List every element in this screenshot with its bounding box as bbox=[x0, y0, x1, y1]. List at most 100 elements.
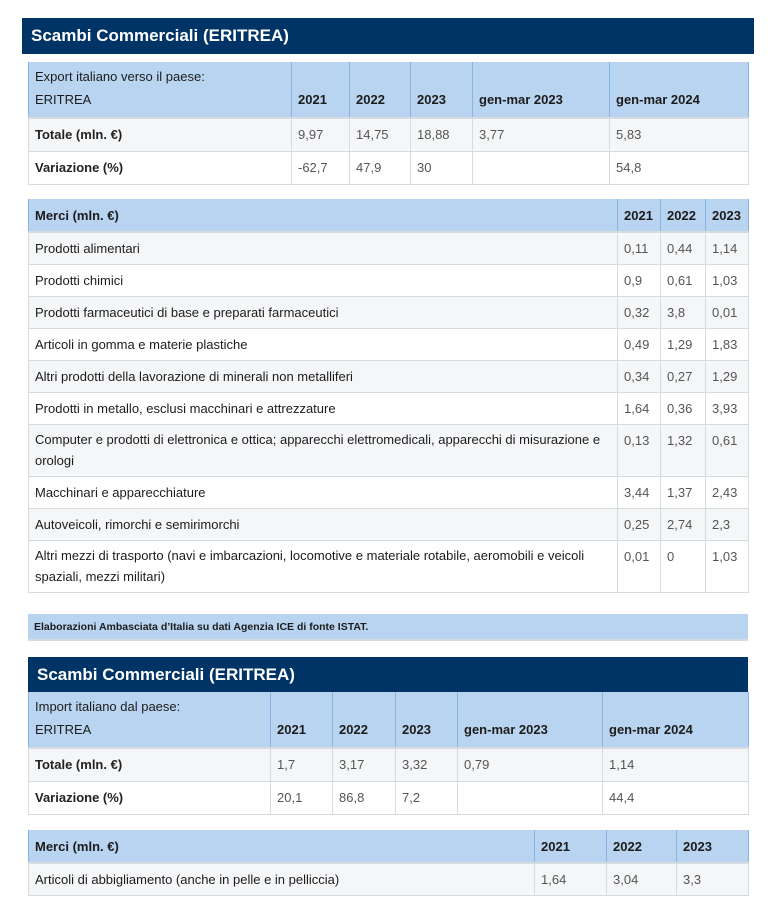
cell-value: 3,32 bbox=[395, 747, 458, 782]
column-header: 2023 bbox=[395, 692, 458, 748]
column-header: 2021 bbox=[291, 62, 350, 118]
row-label: Variazione (%) bbox=[28, 150, 292, 185]
cell-value: 2,74 bbox=[660, 507, 706, 541]
cell-value: 0,9 bbox=[617, 263, 661, 297]
cell-value: 3,44 bbox=[617, 475, 661, 509]
cell-value: 20,1 bbox=[270, 780, 333, 815]
import-summary-table: Import italiano dal paese: ERITREA 2021 20… bbox=[28, 692, 749, 815]
table-row: Autoveicoli, rimorchi e semirimorchi 0,25… bbox=[28, 507, 749, 541]
cell-value: 2,3 bbox=[705, 507, 749, 541]
cell-value: 1,03 bbox=[705, 539, 749, 593]
cell-value: -62,7 bbox=[291, 150, 350, 185]
cell-value: 1,83 bbox=[705, 327, 749, 361]
export-section-title: Scambi Commerciali (ERITREA) bbox=[22, 18, 754, 54]
cell-value: 0,61 bbox=[705, 423, 749, 477]
cell-value: 54,8 bbox=[609, 150, 749, 185]
cell-value: 1,7 bbox=[270, 747, 333, 782]
cell-value: 1,29 bbox=[705, 359, 749, 393]
cell-value: 47,9 bbox=[349, 150, 411, 185]
row-label: Computer e prodotti di elettronica e ott… bbox=[28, 423, 618, 477]
table-row: Computer e prodotti di elettronica e ott… bbox=[28, 423, 749, 477]
column-header: 2022 bbox=[660, 199, 706, 232]
table-row: Altri prodotti della lavorazione di mine… bbox=[28, 359, 749, 393]
row-label: Prodotti in metallo, esclusi macchinari … bbox=[28, 391, 618, 425]
row-label: Altri prodotti della lavorazione di mine… bbox=[28, 359, 618, 393]
table-row: Totale (mln. €) 1,7 3,17 3,32 0,79 1,14 bbox=[28, 747, 749, 782]
cell-value: 0,01 bbox=[705, 295, 749, 329]
row-label: Articoli di abbigliamento (anche in pell… bbox=[28, 862, 535, 896]
cell-value: 86,8 bbox=[332, 780, 396, 815]
table-row: Variazione (%) 20,1 86,8 7,2 44,4 bbox=[28, 780, 749, 815]
export-summary-table: Export italiano verso il paese: ERITREA 2… bbox=[28, 62, 749, 185]
cell-value: 1,64 bbox=[534, 862, 607, 896]
table-row: Articoli di abbigliamento (anche in pell… bbox=[28, 862, 749, 896]
cell-value: 0,25 bbox=[617, 507, 661, 541]
table-row: Articoli in gomma e materie plastiche 0,4… bbox=[28, 327, 749, 361]
export-goods-table: Merci (mln. €) 2021 2022 2023 Prodotti alim… bbox=[28, 199, 749, 593]
cell-value: 0,79 bbox=[457, 747, 603, 782]
import-section-title: Scambi Commerciali (ERITREA) bbox=[28, 657, 748, 692]
summary-header-label: Import italiano dal paese: ERITREA bbox=[28, 692, 271, 748]
cell-value bbox=[457, 780, 603, 815]
cell-value: 0 bbox=[660, 539, 706, 593]
cell-value: 3,77 bbox=[472, 117, 610, 152]
cell-value: 0,34 bbox=[617, 359, 661, 393]
table-row: Totale (mln. €) 9,97 14,75 18,88 3,77 5,83 bbox=[28, 117, 749, 152]
row-label: Prodotti farmaceutici di base e preparat… bbox=[28, 295, 618, 329]
cell-value: 30 bbox=[410, 150, 473, 185]
column-header: 2022 bbox=[606, 830, 677, 863]
row-label: Totale (mln. €) bbox=[28, 747, 271, 782]
cell-value: 7,2 bbox=[395, 780, 458, 815]
cell-value: 0,11 bbox=[617, 231, 661, 265]
cell-value: 3,04 bbox=[606, 862, 677, 896]
column-header: gen-mar 2024 bbox=[609, 62, 749, 118]
row-label: Articoli in gomma e materie plastiche bbox=[28, 327, 618, 361]
column-header: 2021 bbox=[617, 199, 661, 232]
column-header: 2021 bbox=[534, 830, 607, 863]
import-goods-table: Merci (mln. €) 2021 2022 2023 Articoli di a… bbox=[28, 830, 749, 896]
cell-value: 1,37 bbox=[660, 475, 706, 509]
summary-header-label: Export italiano verso il paese: ERITREA bbox=[28, 62, 292, 118]
table-row: Prodotti chimici 0,9 0,61 1,03 bbox=[28, 263, 749, 297]
cell-value: 3,17 bbox=[332, 747, 396, 782]
column-header: 2022 bbox=[332, 692, 396, 748]
column-header: gen-mar 2024 bbox=[602, 692, 749, 748]
cell-value: 0,01 bbox=[617, 539, 661, 593]
cell-value: 1,29 bbox=[660, 327, 706, 361]
cell-value: 1,03 bbox=[705, 263, 749, 297]
cell-value: 14,75 bbox=[349, 117, 411, 152]
row-label: Prodotti chimici bbox=[28, 263, 618, 297]
row-label: Macchinari e apparecchiature bbox=[28, 475, 618, 509]
cell-value bbox=[472, 150, 610, 185]
cell-value: 0,13 bbox=[617, 423, 661, 477]
row-label: Variazione (%) bbox=[28, 780, 271, 815]
cell-value: 0,61 bbox=[660, 263, 706, 297]
cell-value: 0,32 bbox=[617, 295, 661, 329]
row-label: Altri mezzi di trasporto (navi e imbarca… bbox=[28, 539, 618, 593]
row-label: Totale (mln. €) bbox=[28, 117, 292, 152]
cell-value: 18,88 bbox=[410, 117, 473, 152]
cell-value: 44,4 bbox=[602, 780, 749, 815]
table-row: Prodotti in metallo, esclusi macchinari … bbox=[28, 391, 749, 425]
column-header: 2023 bbox=[676, 830, 749, 863]
cell-value: 3,3 bbox=[676, 862, 749, 896]
goods-header-label: Merci (mln. €) bbox=[28, 830, 535, 863]
column-header: 2023 bbox=[410, 62, 473, 118]
cell-value: 5,83 bbox=[609, 117, 749, 152]
goods-header-label: Merci (mln. €) bbox=[28, 199, 618, 232]
table-row: Prodotti alimentari 0,11 0,44 1,14 bbox=[28, 231, 749, 265]
cell-value: 1,32 bbox=[660, 423, 706, 477]
row-label: Autoveicoli, rimorchi e semirimorchi bbox=[28, 507, 618, 541]
column-header: gen-mar 2023 bbox=[472, 62, 610, 118]
cell-value: 3,8 bbox=[660, 295, 706, 329]
column-header: 2021 bbox=[270, 692, 333, 748]
cell-value: 3,93 bbox=[705, 391, 749, 425]
table-row: Altri mezzi di trasporto (navi e imbarca… bbox=[28, 539, 749, 593]
cell-value: 0,27 bbox=[660, 359, 706, 393]
source-note: Elaborazioni Ambasciata d’Italia su dati… bbox=[28, 614, 748, 641]
cell-value: 1,14 bbox=[705, 231, 749, 265]
column-header: 2022 bbox=[349, 62, 411, 118]
cell-value: 1,64 bbox=[617, 391, 661, 425]
cell-value: 0,44 bbox=[660, 231, 706, 265]
cell-value: 9,97 bbox=[291, 117, 350, 152]
